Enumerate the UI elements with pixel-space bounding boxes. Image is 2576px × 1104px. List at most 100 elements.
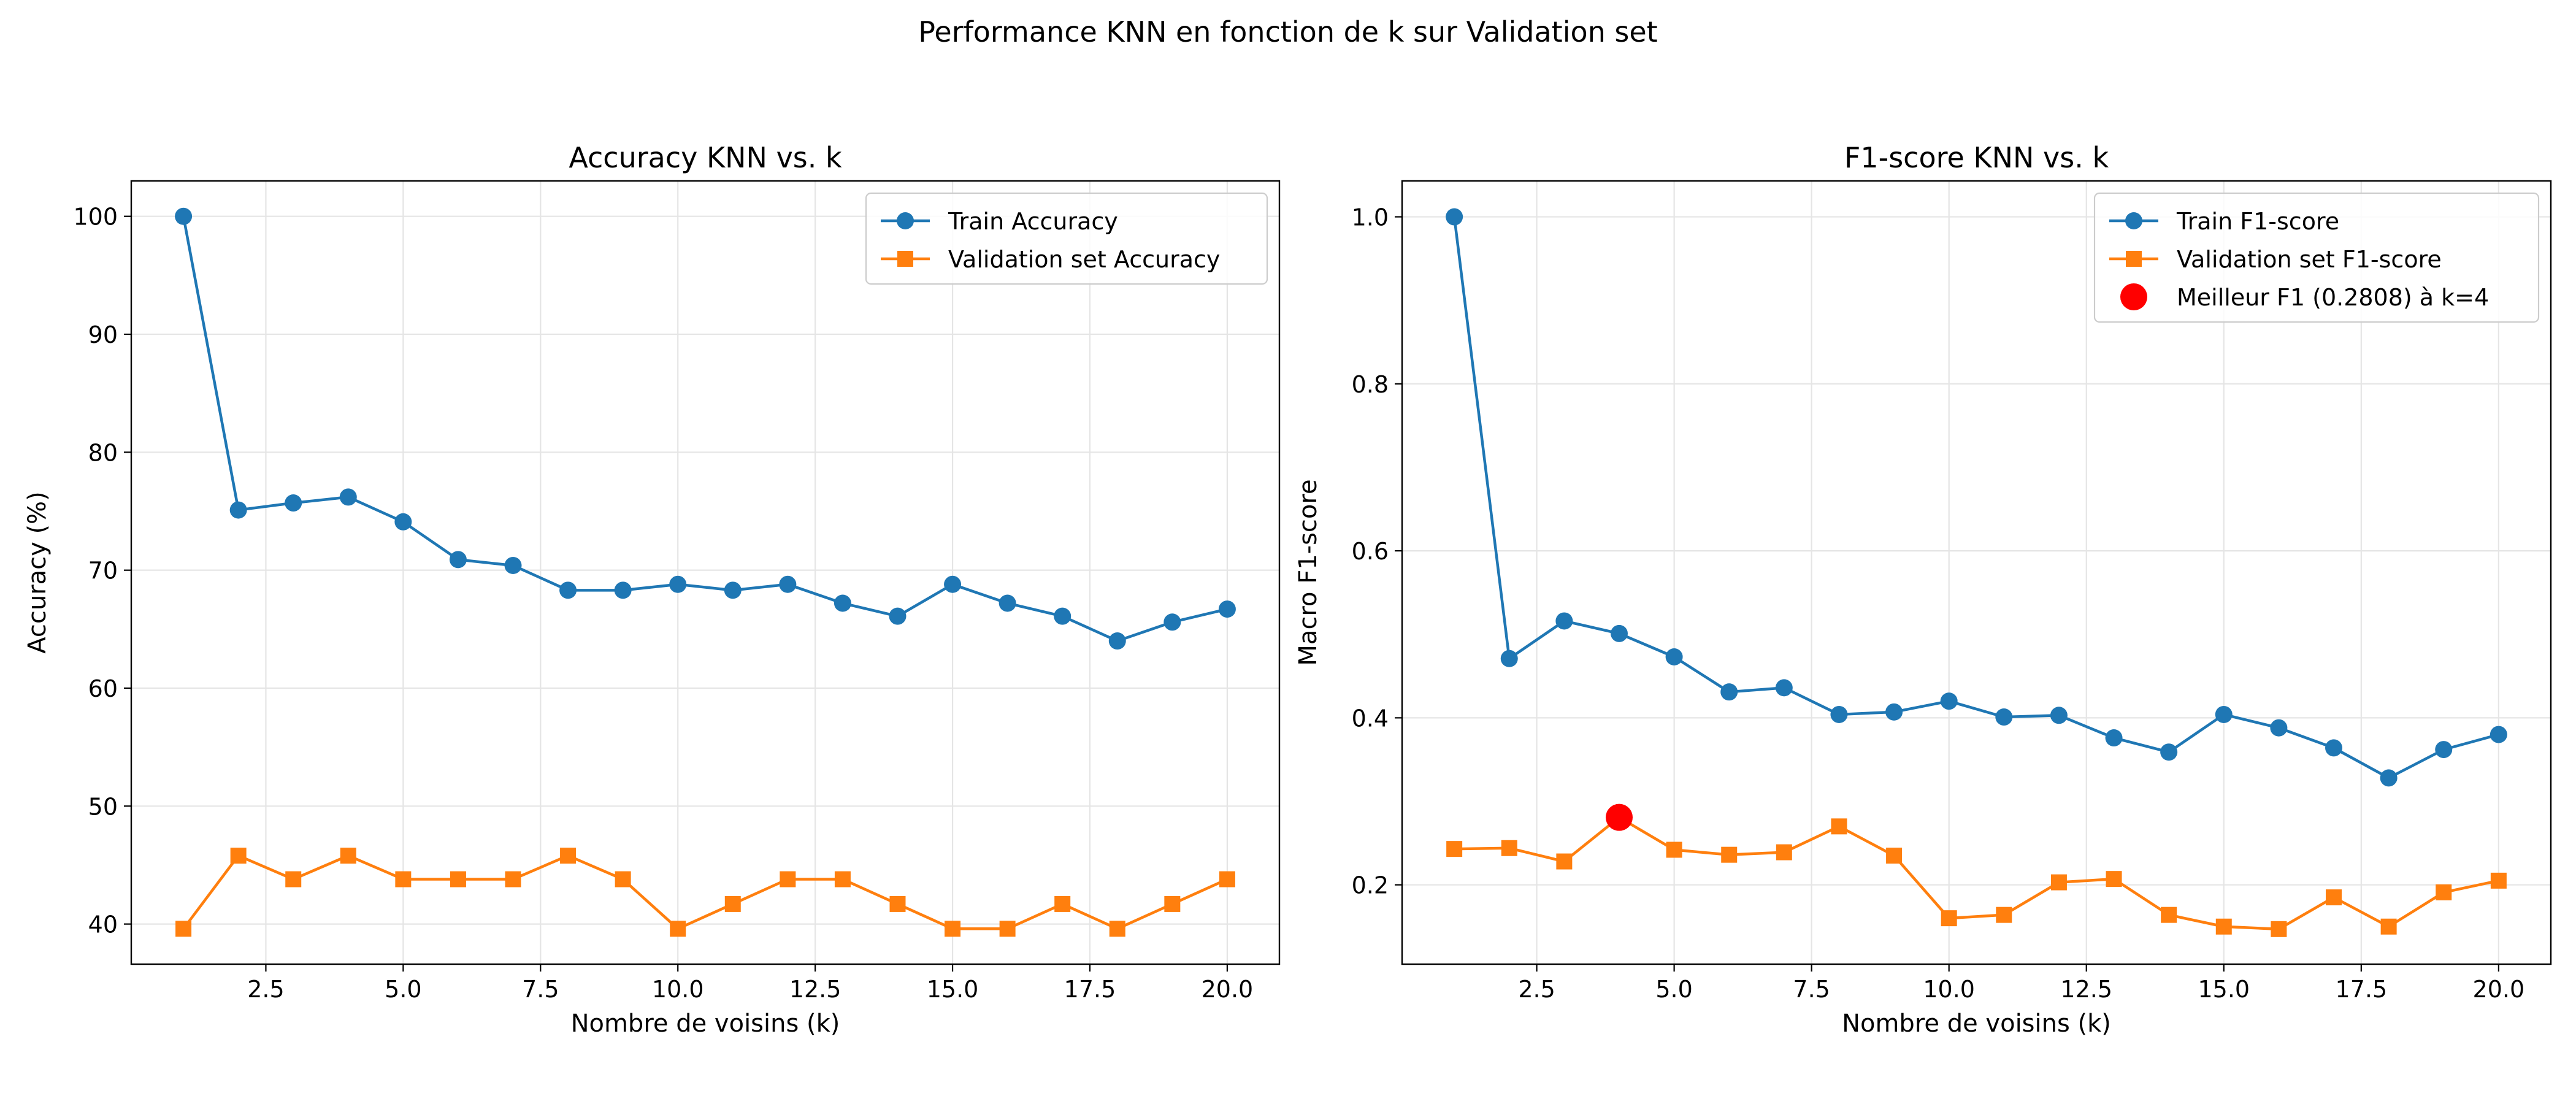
data-point-validation bbox=[2050, 874, 2067, 891]
data-point-train bbox=[2435, 741, 2453, 759]
data-point-validation bbox=[2161, 907, 2177, 923]
x-tick-label: 15.0 bbox=[927, 976, 979, 1003]
axes-frame bbox=[130, 180, 1281, 965]
legend-label: Train Accuracy bbox=[948, 208, 1118, 235]
y-tick-label: 1.0 bbox=[1352, 204, 1389, 231]
data-point-train bbox=[1610, 624, 1628, 642]
data-point-validation bbox=[395, 871, 412, 887]
data-point-train bbox=[2490, 726, 2507, 743]
data-point-validation bbox=[1164, 895, 1181, 912]
data-point-validation bbox=[1721, 846, 1738, 863]
legend-label: Validation set Accuracy bbox=[948, 246, 1220, 273]
figure-suptitle: Performance KNN en fonction de k sur Val… bbox=[918, 15, 1657, 48]
x-tick-label: 12.5 bbox=[2060, 976, 2112, 1003]
best-f1-point bbox=[1605, 803, 1633, 831]
y-tick-label: 0.2 bbox=[1352, 872, 1389, 899]
legend-label: Meilleur F1 (0.2808) à k=4 bbox=[2177, 284, 2489, 311]
y-tick-label: 40 bbox=[88, 911, 118, 938]
data-point-validation bbox=[889, 895, 906, 912]
x-tick-label: 10.0 bbox=[652, 976, 704, 1003]
data-point-train bbox=[999, 594, 1016, 612]
x-axis-label: Nombre de voisins (k) bbox=[1842, 1010, 2111, 1038]
x-tick-label: 7.5 bbox=[522, 976, 559, 1003]
data-point-train bbox=[1830, 705, 1848, 723]
data-point-train bbox=[2215, 705, 2233, 723]
data-point-train bbox=[2105, 729, 2123, 747]
data-point-validation bbox=[834, 871, 851, 887]
data-point-validation bbox=[670, 921, 686, 937]
x-tick-label: 5.0 bbox=[1655, 976, 1692, 1003]
data-point-validation bbox=[230, 848, 247, 864]
legend-label: Train F1-score bbox=[2176, 208, 2339, 235]
y-tick-label: 90 bbox=[88, 321, 118, 348]
data-point-validation bbox=[999, 921, 1016, 937]
legend-box bbox=[865, 192, 1268, 285]
y-tick-label: 0.4 bbox=[1352, 705, 1389, 732]
data-point-train bbox=[1054, 607, 1071, 625]
data-point-validation bbox=[450, 871, 466, 887]
data-point-validation bbox=[2326, 889, 2342, 906]
data-point-validation bbox=[1831, 818, 1847, 835]
data-point-train bbox=[1218, 600, 1236, 618]
x-tick-label: 15.0 bbox=[2198, 976, 2250, 1003]
legend-label: Validation set F1-score bbox=[2177, 246, 2442, 273]
data-point-validation bbox=[340, 848, 356, 864]
data-point-train bbox=[504, 556, 522, 574]
chart-title: F1-score KNN vs. k bbox=[1844, 141, 2109, 174]
data-point-train bbox=[889, 607, 907, 625]
x-tick-label: 7.5 bbox=[1793, 976, 1830, 1003]
data-point-train bbox=[1163, 613, 1181, 631]
y-tick-label: 0.8 bbox=[1352, 371, 1389, 398]
data-point-validation bbox=[945, 921, 961, 937]
data-point-validation bbox=[285, 871, 302, 887]
data-point-train bbox=[449, 551, 467, 569]
data-point-train bbox=[614, 581, 632, 599]
x-tick-label: 10.0 bbox=[1923, 976, 1975, 1003]
data-point-train bbox=[1720, 683, 1738, 701]
data-point-train bbox=[834, 594, 851, 612]
data-point-validation bbox=[2490, 872, 2507, 889]
data-point-train bbox=[1665, 648, 1683, 666]
x-tick-label: 17.5 bbox=[2336, 976, 2388, 1003]
series-line-train bbox=[182, 216, 1228, 643]
data-point-train bbox=[2325, 739, 2343, 757]
data-point-validation bbox=[1776, 844, 1792, 861]
y-tick-label: 100 bbox=[73, 204, 118, 231]
y-tick-label: 80 bbox=[88, 439, 118, 466]
data-point-train bbox=[944, 575, 962, 593]
data-point-validation bbox=[2271, 921, 2287, 937]
data-point-validation bbox=[1666, 841, 1682, 858]
data-point-train bbox=[2270, 719, 2288, 737]
data-point-train bbox=[1775, 679, 1793, 697]
legend-marker bbox=[897, 212, 914, 229]
chart-title: Accuracy KNN vs. k bbox=[569, 141, 842, 174]
y-axis-label: Accuracy (%) bbox=[23, 491, 52, 654]
x-tick-label: 20.0 bbox=[2473, 976, 2525, 1003]
data-point-train bbox=[2380, 769, 2398, 787]
data-point-validation bbox=[1219, 871, 1235, 887]
axes-frame bbox=[1401, 180, 2552, 965]
data-point-train bbox=[669, 575, 687, 593]
y-tick-label: 0.6 bbox=[1352, 538, 1389, 565]
data-point-train bbox=[1995, 708, 2013, 726]
data-point-validation bbox=[2215, 918, 2232, 935]
data-point-train bbox=[394, 513, 412, 531]
data-point-train bbox=[339, 488, 357, 506]
legend-box bbox=[2093, 192, 2540, 323]
data-point-validation bbox=[1109, 921, 1125, 937]
series-line-train bbox=[1452, 217, 2499, 780]
x-axis-label: Nombre de voisins (k) bbox=[571, 1010, 840, 1038]
legend: Train F1-score Validation set F1-score Mei… bbox=[2093, 192, 2540, 323]
data-point-validation bbox=[1446, 841, 1463, 857]
data-point-train bbox=[724, 581, 742, 599]
x-tick-label: 2.5 bbox=[247, 976, 284, 1003]
data-point-validation bbox=[2436, 884, 2452, 900]
x-tick-label: 17.5 bbox=[1064, 976, 1116, 1003]
data-point-validation bbox=[1501, 840, 1517, 856]
data-point-train bbox=[1940, 692, 1958, 710]
x-tick-label: 5.0 bbox=[385, 976, 421, 1003]
data-point-train bbox=[779, 575, 797, 593]
data-point-validation bbox=[1996, 907, 2012, 923]
